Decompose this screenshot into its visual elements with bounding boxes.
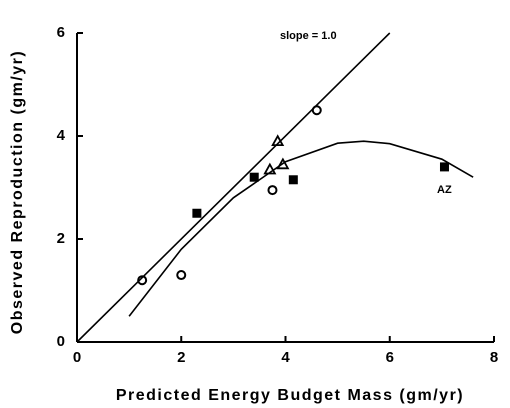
y-tick-label: 4 bbox=[57, 127, 66, 144]
y-tick-label: 6 bbox=[57, 24, 65, 41]
square-marker bbox=[192, 208, 202, 218]
square-marker bbox=[288, 175, 298, 185]
x-tick-label: 8 bbox=[490, 349, 498, 366]
y-axis-label: Observed Reproduction (gm/yr) bbox=[9, 50, 26, 334]
circle-marker bbox=[267, 185, 278, 196]
square-marker bbox=[439, 162, 449, 172]
x-tick-label: 2 bbox=[177, 349, 185, 366]
y-tick-label: 2 bbox=[57, 230, 65, 247]
x-tick-label: 6 bbox=[386, 349, 394, 366]
y-tick-label: 0 bbox=[57, 333, 65, 350]
annotation: AZ bbox=[437, 184, 452, 196]
line bbox=[76, 32, 391, 343]
x-tick-label: 0 bbox=[73, 349, 81, 366]
line bbox=[128, 140, 474, 317]
circle-marker bbox=[311, 105, 322, 116]
circle-marker bbox=[176, 270, 187, 281]
circle-marker bbox=[137, 275, 148, 286]
x-axis-label: Predicted Energy Budget Mass (gm/yr) bbox=[116, 387, 464, 404]
x-tick-label: 4 bbox=[281, 349, 290, 366]
square-marker bbox=[249, 172, 259, 182]
annotation: slope = 1.0 bbox=[280, 30, 337, 42]
